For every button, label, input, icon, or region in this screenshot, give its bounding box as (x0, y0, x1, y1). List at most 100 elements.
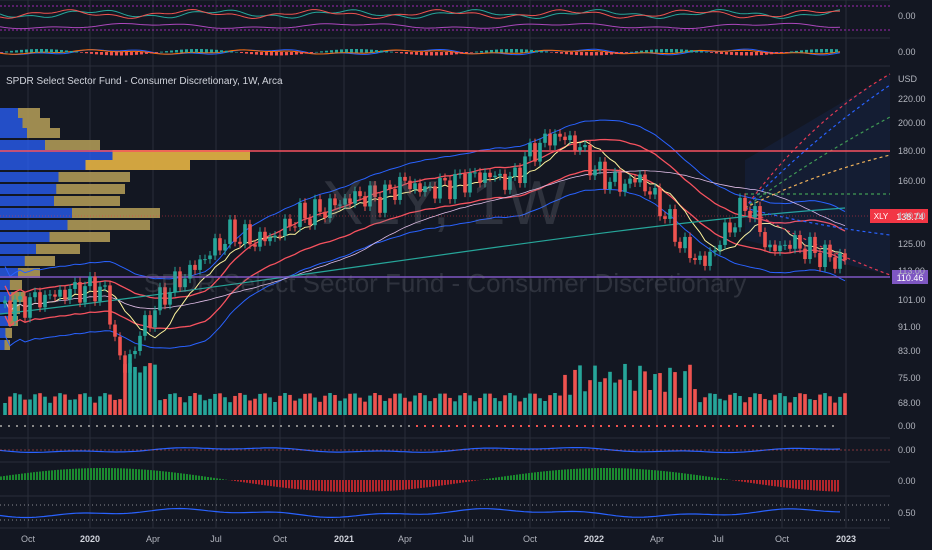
price-axis-label: 113.00 (898, 266, 925, 276)
price-axis-label: 68.00 (898, 398, 921, 408)
candle-body (723, 222, 727, 245)
volume-bar (463, 393, 467, 415)
macd-hist-bar (160, 51, 163, 53)
squeeze-dot (64, 425, 66, 427)
candle-body (108, 285, 112, 325)
macd-hist-bar (755, 52, 758, 56)
momentum-hist-bar (735, 480, 737, 481)
volume-bar (693, 389, 697, 415)
indicator-axis-label: 0.50 (898, 508, 916, 518)
candle-body (258, 231, 262, 247)
momentum-hist-bar (402, 480, 404, 490)
macd-hist-bar (310, 52, 313, 53)
macd-hist-bar (835, 49, 838, 53)
candle-body (503, 173, 507, 190)
momentum-hist-bar (651, 469, 653, 480)
squeeze-dot (336, 425, 338, 427)
squeeze-dot (400, 425, 402, 427)
volume-bar (748, 397, 752, 415)
momentum-hist-bar (825, 480, 827, 492)
squeeze-dot (488, 425, 490, 427)
volume-bar (293, 400, 297, 415)
candle-body (213, 238, 217, 256)
volume-bar (668, 367, 672, 415)
macd-hist-bar (680, 49, 683, 53)
candle-body (768, 244, 772, 248)
momentum-hist-bar (273, 480, 275, 487)
candle-body (393, 189, 397, 200)
macd-hist-bar (375, 50, 378, 53)
momentum-hist-bar (195, 475, 197, 480)
macd-hist-bar (440, 52, 443, 56)
candle-body (763, 232, 767, 248)
momentum-hist-bar (564, 469, 566, 480)
momentum-hist-bar (18, 473, 20, 480)
candle-body (223, 243, 227, 251)
momentum-hist-bar (495, 477, 497, 480)
momentum-hist-bar (780, 480, 782, 488)
grid-lines (27, 0, 847, 528)
macd-hist-bar (430, 52, 433, 56)
momentum-hist-bar (660, 470, 662, 480)
momentum-hist-bar (597, 468, 599, 480)
volume-bar (698, 402, 702, 415)
momentum-hist-bar (291, 480, 293, 489)
volume-bar (168, 394, 172, 415)
macd-hist-bar (200, 49, 203, 53)
momentum-hist-bar (141, 469, 143, 480)
candle-body (598, 161, 602, 170)
momentum-hist-bar (522, 473, 524, 480)
squeeze-dot (608, 425, 610, 427)
candle-body (438, 178, 442, 199)
momentum-hist-bar (342, 480, 344, 492)
time-axis-label: 2021 (334, 534, 354, 544)
momentum-hist-bar (105, 468, 107, 480)
squeeze-dot (120, 425, 122, 427)
projection-line (744, 207, 891, 276)
macd-hist-bar (210, 49, 213, 53)
volume-bar (723, 400, 727, 415)
momentum-hist-bar (6, 475, 8, 480)
momentum-hist-bar (27, 472, 29, 480)
candle-body (13, 299, 17, 321)
volume-bar (788, 402, 792, 415)
momentum-hist-bar (828, 480, 830, 492)
volume-bar (578, 365, 582, 415)
momentum-hist-bar (594, 468, 596, 480)
momentum-hist-bar (798, 480, 800, 490)
macd-hist-bar (415, 52, 418, 55)
squeeze-dot (768, 425, 770, 427)
candle-body (493, 175, 497, 178)
momentum-hist-bar (309, 480, 311, 491)
candle-body (88, 276, 92, 287)
momentum-hist-bar (186, 474, 188, 480)
macd-hist-bar (335, 49, 338, 53)
momentum-hist-bar (744, 480, 746, 483)
macd-hist-bar (695, 50, 698, 53)
momentum-hist-bar (276, 480, 278, 487)
momentum-hist-bar (642, 469, 644, 480)
volume-bar (608, 371, 612, 415)
squeeze-dot (464, 425, 466, 427)
momentum-hist-bar (819, 480, 821, 491)
volume-bar (13, 393, 17, 415)
momentum-hist-bar (390, 480, 392, 491)
squeeze-dot (600, 425, 602, 427)
momentum-hist-bar (708, 476, 710, 480)
volume-bar (23, 399, 27, 415)
candle-body (173, 271, 177, 293)
macd-hist-bar (490, 49, 493, 53)
macd-hist-bar (780, 52, 783, 54)
volume-bar (403, 397, 407, 415)
momentum-hist-bar (657, 470, 659, 480)
macd-hist-bar (410, 52, 413, 55)
candle-body (218, 238, 222, 251)
squeeze-dot (376, 425, 378, 427)
momentum-hist-bar (201, 476, 203, 480)
time-axis-label: Oct (775, 534, 790, 544)
momentum-hist-bar (270, 480, 272, 487)
rsi-line (0, 507, 841, 519)
macd-hist-bar (725, 52, 728, 55)
candle-body (523, 156, 527, 184)
